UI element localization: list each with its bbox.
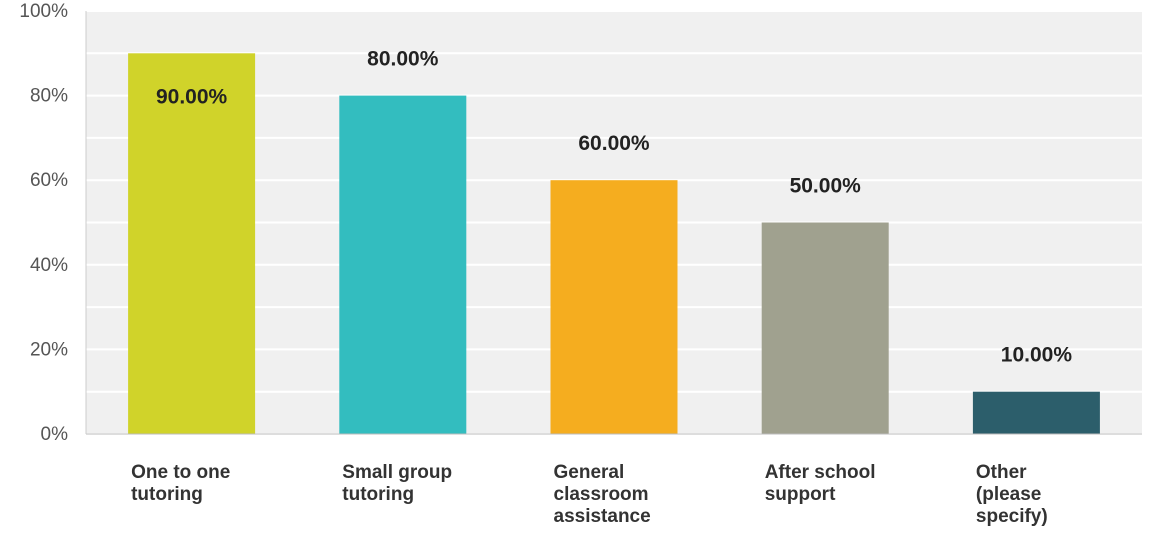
x-tick-label: One to one tutoring [131, 462, 230, 505]
y-tick-label: 40% [30, 255, 68, 276]
y-tick-label: 80% [30, 86, 68, 107]
x-tick-label-line: (please [976, 484, 1041, 505]
x-tick-label-line: support [765, 484, 836, 505]
bar [128, 53, 256, 435]
bar [761, 222, 889, 434]
x-tick-label-line: After school [765, 462, 876, 483]
x-tick-label: Other (please specify) [976, 462, 1048, 527]
data-label: 60.00% [578, 132, 650, 155]
x-tick-label-line: assistance [554, 506, 651, 527]
bar [972, 391, 1100, 434]
x-tick-label: General classroom assistance [554, 462, 651, 527]
x-tick-label-line: Other [976, 462, 1027, 483]
data-labels: 90.00% 80.00% 60.00% 50.00% 10.00% [156, 48, 1072, 367]
y-tick-label: 20% [30, 339, 68, 360]
y-tick-label: 60% [30, 170, 68, 191]
bars [128, 53, 1100, 435]
bar [339, 95, 467, 434]
x-tick-label-line: tutoring [342, 484, 414, 505]
y-axis-ticks: 0% 20% 40% 60% 80% 100% [19, 1, 68, 445]
x-tick-label-line: General [554, 462, 625, 483]
bar [550, 180, 678, 434]
x-tick-label-line: tutoring [131, 484, 203, 505]
data-label: 50.00% [790, 175, 862, 198]
x-tick-label-line: specify) [976, 506, 1048, 527]
x-tick-label-line: One to one [131, 462, 230, 483]
y-tick-label: 0% [41, 424, 69, 445]
y-tick-label: 100% [19, 1, 68, 22]
data-label: 10.00% [1001, 344, 1073, 367]
data-label: 80.00% [367, 48, 439, 71]
x-tick-label-line: Small group [342, 462, 452, 483]
x-tick-label: After school support [765, 462, 876, 505]
data-label: 90.00% [156, 85, 228, 108]
x-tick-label: Small group tutoring [342, 462, 452, 505]
x-tick-label-line: classroom [554, 484, 649, 505]
